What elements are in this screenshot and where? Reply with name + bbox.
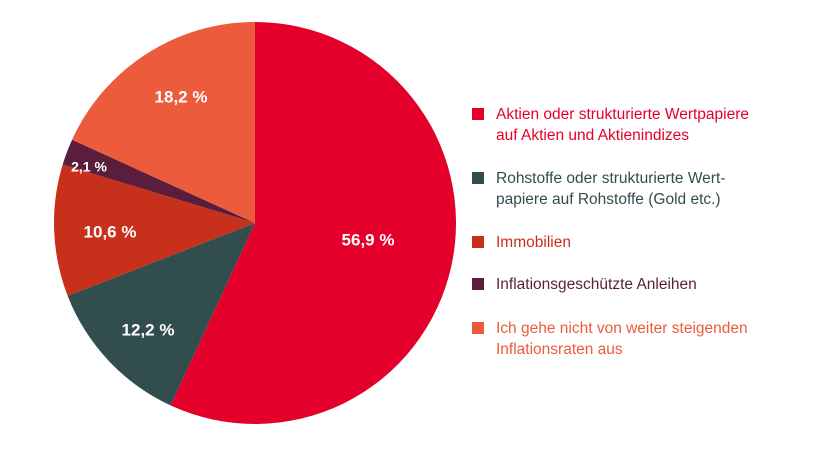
slice-value-label-0: 56,9 %: [342, 230, 395, 249]
pie-slice-2: [53, 164, 255, 296]
legend-item-3: Inflationsgeschützte Anleihen: [472, 274, 697, 295]
legend-swatch-1: [472, 172, 484, 184]
legend-label-1: Rohstoffe oder strukturierte Wert- papie…: [496, 170, 726, 208]
pie-slice-3: [62, 139, 256, 223]
slice-value-label-1: 12,2 %: [122, 320, 175, 339]
legend-item-2: Immobilien: [472, 232, 571, 253]
pie-slice-0: [170, 22, 457, 425]
legend-swatch-3: [472, 278, 484, 290]
legend-item-1: Rohstoffe oder strukturierte Wert- papie…: [472, 168, 725, 210]
pie-slice-1: [67, 223, 256, 406]
legend-label-0: Aktien oder strukturierte Wertpapiere au…: [496, 106, 749, 144]
legend-label-2: Immobilien: [496, 234, 571, 251]
legend-label-3: Inflationsgeschützte Anleihen: [496, 276, 697, 293]
legend-item-4: Ich gehe nicht von weiter steigenden Inf…: [472, 318, 748, 360]
legend-label-4: Ich gehe nicht von weiter steigenden Inf…: [496, 320, 748, 358]
legend-swatch-0: [472, 108, 484, 120]
legend-swatch-4: [472, 322, 484, 334]
pie-slice-4: [72, 22, 255, 223]
legend-swatch-2: [472, 236, 484, 248]
legend-item-0: Aktien oder strukturierte Wertpapiere au…: [472, 104, 749, 146]
slice-value-label-2: 10,6 %: [84, 222, 137, 241]
slice-value-label-4: 18,2 %: [155, 87, 208, 106]
slice-value-label-3: 2,1 %: [71, 159, 107, 175]
